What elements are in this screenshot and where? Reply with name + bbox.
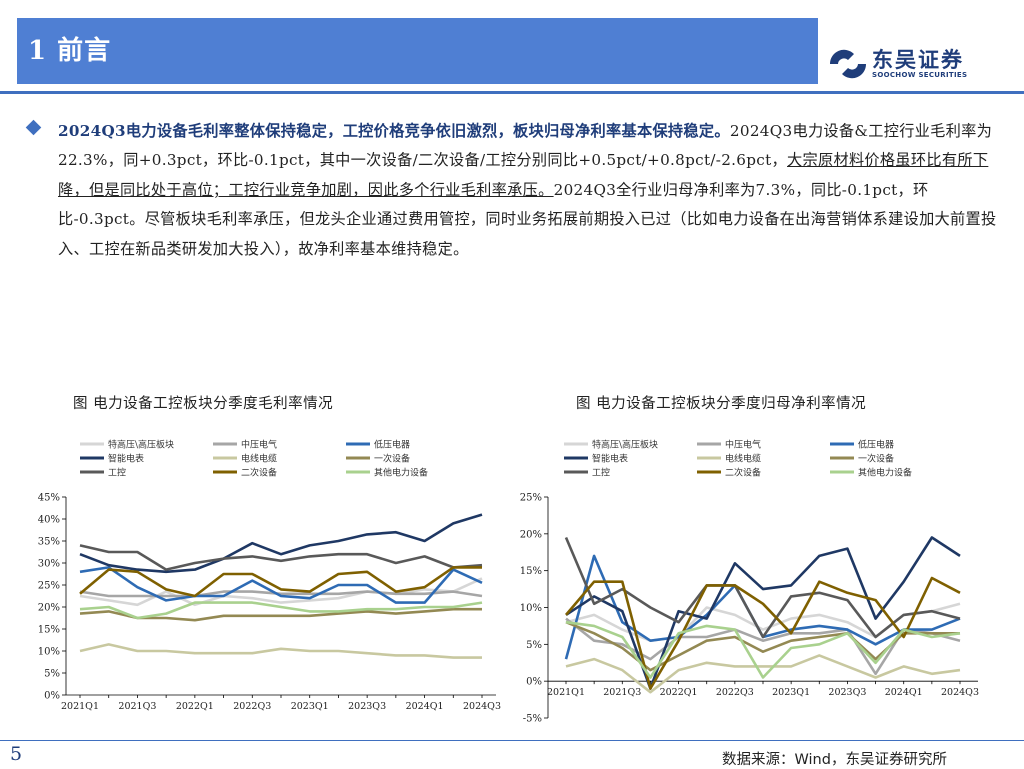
y-tick-label: 10% bbox=[520, 603, 542, 614]
y-tick-label: 10% bbox=[38, 647, 60, 658]
series-line bbox=[564, 554, 961, 660]
y-tick-label: 35% bbox=[38, 537, 60, 548]
y-tick-label: 15% bbox=[520, 566, 542, 577]
series-line bbox=[79, 566, 482, 598]
x-tick-label: 2023Q1 bbox=[291, 701, 329, 712]
legend-label: 电线电缆 bbox=[241, 453, 277, 465]
y-tick-label: 0% bbox=[44, 691, 60, 702]
legend-label: 中压电气 bbox=[725, 439, 761, 451]
header-bar bbox=[17, 18, 818, 84]
x-tick-label: 2022Q3 bbox=[233, 701, 271, 712]
x-tick-label: 2022Q3 bbox=[716, 687, 754, 698]
x-tick-label: 2023Q3 bbox=[348, 701, 386, 712]
legend-label: 电线电缆 bbox=[725, 453, 761, 465]
logo-english-name: SOOCHOW SECURITIES bbox=[872, 71, 968, 79]
x-tick-label: 2022Q1 bbox=[660, 687, 698, 698]
legend-label: 特高压\高压板块 bbox=[592, 439, 658, 451]
y-tick-label: 5% bbox=[526, 640, 542, 651]
series-line bbox=[79, 577, 483, 607]
legend-label: 低压电器 bbox=[858, 439, 894, 451]
x-tick-label: 2024Q1 bbox=[885, 687, 923, 698]
y-tick-label: 30% bbox=[38, 559, 60, 570]
paragraph-part1: 2024Q3电力设备&工控行业毛利率为22.3%，同+0.3pct，环比-0.1… bbox=[58, 122, 993, 170]
header-divider bbox=[0, 91, 1024, 94]
legend-label: 工控 bbox=[108, 467, 126, 479]
x-tick-label: 2024Q3 bbox=[941, 687, 979, 698]
legend-label: 其他电力设备 bbox=[374, 467, 428, 479]
y-tick-label: 15% bbox=[38, 625, 60, 636]
x-tick-label: 2023Q1 bbox=[772, 687, 810, 698]
section-title: 1 前言 bbox=[28, 36, 112, 66]
series-line bbox=[79, 590, 483, 598]
x-tick-label: 2023Q3 bbox=[828, 687, 866, 698]
series-line bbox=[79, 513, 483, 574]
legend-label: 中压电气 bbox=[241, 439, 277, 451]
y-tick-label: 0% bbox=[526, 677, 542, 688]
y-tick-label: 45% bbox=[38, 493, 60, 504]
soochow-logo-icon bbox=[829, 49, 867, 79]
series-line bbox=[565, 620, 961, 679]
diamond-bullet-icon bbox=[25, 119, 42, 136]
y-tick-label: 5% bbox=[44, 669, 60, 680]
series-line bbox=[79, 544, 483, 571]
footer-divider bbox=[0, 740, 1024, 741]
legend-label: 一次设备 bbox=[858, 453, 894, 465]
x-tick-label: 2022Q1 bbox=[176, 701, 214, 712]
series-line bbox=[564, 536, 961, 639]
data-source: 数据来源：Wind，东吴证券研究所 bbox=[722, 752, 947, 768]
y-tick-label: 25% bbox=[38, 581, 60, 592]
legend-label: 一次设备 bbox=[374, 453, 410, 465]
x-tick-label: 2021Q1 bbox=[61, 701, 99, 712]
legend-label: 智能电表 bbox=[592, 453, 628, 465]
series-line bbox=[79, 643, 482, 659]
series-line bbox=[565, 576, 961, 690]
logo-chinese-name: 东吴证券 bbox=[872, 48, 964, 72]
y-tick-label: -5% bbox=[523, 714, 542, 725]
legend-label: 低压电器 bbox=[374, 439, 410, 451]
series-line bbox=[79, 566, 483, 604]
x-tick-label: 2024Q3 bbox=[463, 701, 501, 712]
y-tick-label: 20% bbox=[38, 603, 60, 614]
paragraph-underlined: 大宗原材料价格虽环比有所下降，但是同比处于高位；工控行业竞争加剧，因此多个行业毛… bbox=[58, 151, 989, 199]
legend-label: 特高压\高压板块 bbox=[108, 439, 174, 451]
paragraph-part2: 2024Q3全行业归母净利率为7.3%，同比-0.1pct，环比-0.3pct。… bbox=[58, 180, 997, 258]
chart-left-title: 图 电力设备工控板块分季度毛利率情况 bbox=[73, 396, 334, 412]
legend-label: 智能电表 bbox=[108, 453, 144, 465]
legend-label: 二次设备 bbox=[241, 467, 277, 479]
x-tick-label: 2024Q1 bbox=[406, 701, 444, 712]
x-tick-label: 2021Q3 bbox=[118, 701, 156, 712]
x-tick-label: 2021Q3 bbox=[603, 687, 641, 698]
y-tick-label: 40% bbox=[38, 515, 60, 526]
y-tick-label: 20% bbox=[520, 529, 542, 540]
series-line bbox=[79, 607, 482, 622]
summary-paragraph: 2024Q3电力设备毛利率整体保持稳定，工控价格竞争依旧激烈，板块归母净利率基本… bbox=[58, 117, 998, 264]
x-tick-label: 2021Q1 bbox=[547, 687, 585, 698]
legend-label: 其他电力设备 bbox=[858, 467, 912, 479]
chart-right-title: 图 电力设备工控板块分季度归母净利率情况 bbox=[576, 396, 867, 412]
paragraph-highlight: 2024Q3电力设备毛利率整体保持稳定，工控价格竞争依旧激烈，板块归母净利率基本… bbox=[58, 122, 730, 140]
series-line bbox=[565, 654, 961, 694]
legend-label: 工控 bbox=[592, 467, 610, 479]
page-number: 5 bbox=[10, 743, 23, 765]
y-tick-label: 25% bbox=[520, 493, 542, 504]
series-line bbox=[565, 536, 961, 690]
series-line bbox=[79, 601, 483, 620]
legend-label: 二次设备 bbox=[725, 467, 761, 479]
